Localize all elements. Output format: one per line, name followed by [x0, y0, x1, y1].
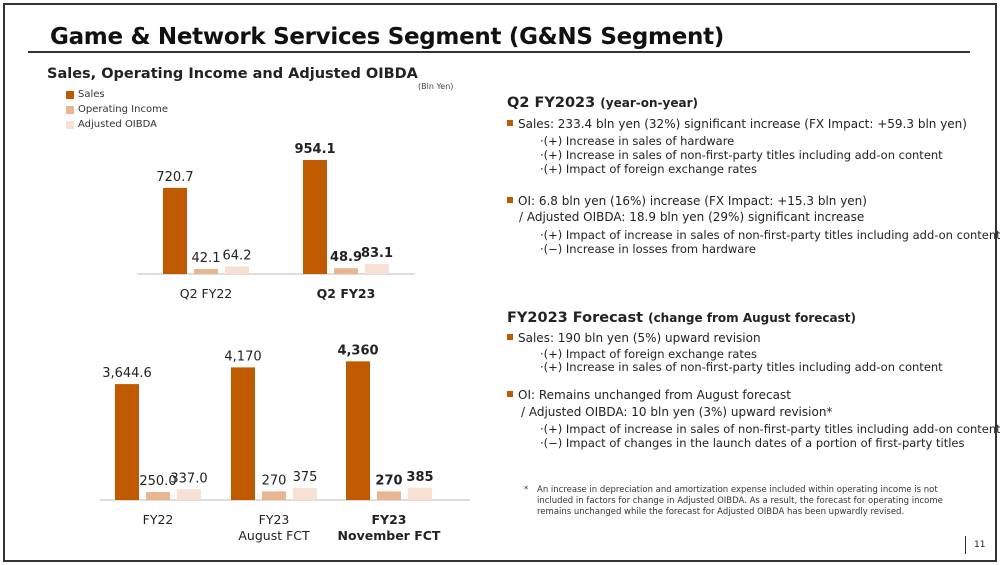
- bar-adjusted-oibda: [177, 489, 201, 500]
- data-label: 954.1: [294, 142, 335, 157]
- fct-sales-item: ·(+) Impact of foreign exchange rates: [540, 347, 757, 361]
- slide-frame: [3, 3, 997, 562]
- fct-heading: FY2023 Forecast (change from August fore…: [507, 310, 856, 326]
- category-label: August FCT: [238, 528, 310, 543]
- fct-sales-text: Sales: 190 bln yen (5%) upward revision: [518, 331, 761, 345]
- data-label: 270: [262, 473, 287, 488]
- data-label: 3,644.6: [102, 366, 152, 381]
- bar-operating-income: [334, 268, 358, 274]
- bar-sales: [303, 159, 327, 274]
- fct-oi-text: OI: Remains unchanged from August foreca…: [518, 388, 791, 402]
- legend-swatch: [66, 90, 74, 99]
- bar-adjusted-oibda: [225, 266, 249, 274]
- bar-operating-income: [146, 492, 170, 500]
- bar-adjusted-oibda: [365, 264, 389, 274]
- bar-sales: [163, 187, 187, 274]
- chart-title: Sales, Operating Income and Adjusted OIB…: [47, 66, 418, 82]
- bar-adjusted-oibda: [293, 488, 317, 500]
- bullet-icon: [507, 334, 513, 340]
- legend-label: Adjusted OIBDA: [78, 119, 157, 130]
- category-label: Q2 FY23: [317, 286, 376, 301]
- legend-sales: Sales: [66, 89, 105, 100]
- q2-oi-item: ·(−) Increase in losses from hardware: [540, 242, 756, 256]
- legend-oi: Operating Income: [66, 104, 168, 115]
- fct-heading-main: FY2023 Forecast: [507, 310, 644, 326]
- footnote-line: remains unchanged while the forecast for…: [537, 507, 905, 517]
- data-label: 337.0: [170, 471, 207, 486]
- q2-sales-item: ·(+) Increase in sales of hardware: [540, 134, 735, 148]
- q2-oi-item: ·(+) Impact of increase in sales of non-…: [540, 228, 1000, 242]
- q2-sales-item: ·(+) Impact of foreign exchange rates: [540, 162, 757, 176]
- data-label: 250.0: [139, 474, 176, 489]
- bar-sales: [346, 361, 370, 500]
- data-label: 48.9: [330, 250, 362, 265]
- category-label: FY23: [259, 512, 290, 527]
- fct-sales-item: ·(+) Increase in sales of non-first-part…: [540, 360, 943, 374]
- footnote-line: included in factors for change in Adjust…: [537, 496, 943, 506]
- title-divider: [28, 51, 970, 53]
- fct-oi-item: ·(+) Impact of increase in sales of non-…: [540, 422, 1000, 436]
- bar-operating-income: [194, 268, 218, 274]
- bullet-icon: [507, 391, 513, 397]
- bar-sales: [231, 367, 255, 500]
- fct-heading-sub: (change from August forecast): [648, 311, 856, 325]
- bar-adjusted-oibda: [408, 487, 432, 500]
- legend-label: Operating Income: [78, 104, 168, 115]
- q2-heading-sub: (year-on-year): [600, 96, 698, 110]
- legend-label: Sales: [78, 89, 105, 100]
- category-label: FY23: [372, 512, 407, 527]
- page-number: 11: [965, 536, 985, 554]
- bar-operating-income: [377, 491, 401, 500]
- category-label: FY22: [143, 512, 174, 527]
- bar-sales: [115, 384, 139, 500]
- data-label: 385: [406, 470, 433, 485]
- bullet-icon: [507, 120, 513, 126]
- data-label: 42.1: [192, 251, 221, 266]
- fct-oi-bullet: OI: Remains unchanged from August foreca…: [507, 388, 791, 402]
- legend-oibda: Adjusted OIBDA: [66, 119, 157, 130]
- fct-sales-bullet: Sales: 190 bln yen (5%) upward revision: [507, 331, 761, 345]
- bullet-icon: [507, 197, 513, 203]
- fct-oi-item: ·(−) Impact of changes in the launch dat…: [540, 436, 965, 450]
- q2-heading: Q2 FY2023 (year-on-year): [507, 95, 698, 111]
- bar-operating-income: [262, 491, 286, 500]
- category-label: Q2 FY22: [180, 286, 233, 301]
- legend-swatch: [66, 120, 74, 129]
- fct-oibda-text: / Adjusted OIBDA: 10 bln yen (3%) upward…: [521, 405, 833, 419]
- chart-unit: (Bln Yen): [418, 82, 454, 91]
- footnote-line: An increase in depreciation and amortiza…: [537, 485, 938, 495]
- q2-sales-bullet: Sales: 233.4 bln yen (32%) significant i…: [507, 117, 967, 131]
- data-label: 270: [375, 473, 402, 488]
- footnote-mark: *: [524, 485, 529, 495]
- q2-oibda-text: / Adjusted OIBDA: 18.9 bln yen (29%) sig…: [519, 210, 865, 224]
- q2-oi-text: OI: 6.8 bln yen (16%) increase (FX Impac…: [518, 194, 867, 208]
- data-label: 375: [293, 470, 318, 485]
- q2-heading-main: Q2 FY2023: [507, 95, 596, 111]
- legend-swatch: [66, 105, 74, 114]
- data-label: 64.2: [223, 248, 252, 263]
- q2-sales-item: ·(+) Increase in sales of non-first-part…: [540, 148, 943, 162]
- data-label: 4,170: [224, 349, 261, 364]
- data-label: 720.7: [156, 170, 193, 185]
- footnote-text: An increase in depreciation and amortiza…: [537, 485, 943, 518]
- category-label: November FCT: [338, 528, 441, 543]
- data-label: 4,360: [337, 343, 378, 358]
- page-title: Game & Network Services Segment (G&NS Se…: [50, 24, 724, 50]
- q2-sales-text: Sales: 233.4 bln yen (32%) significant i…: [518, 117, 967, 131]
- q2-oi-bullet: OI: 6.8 bln yen (16%) increase (FX Impac…: [507, 194, 867, 208]
- data-label: 83.1: [361, 246, 393, 261]
